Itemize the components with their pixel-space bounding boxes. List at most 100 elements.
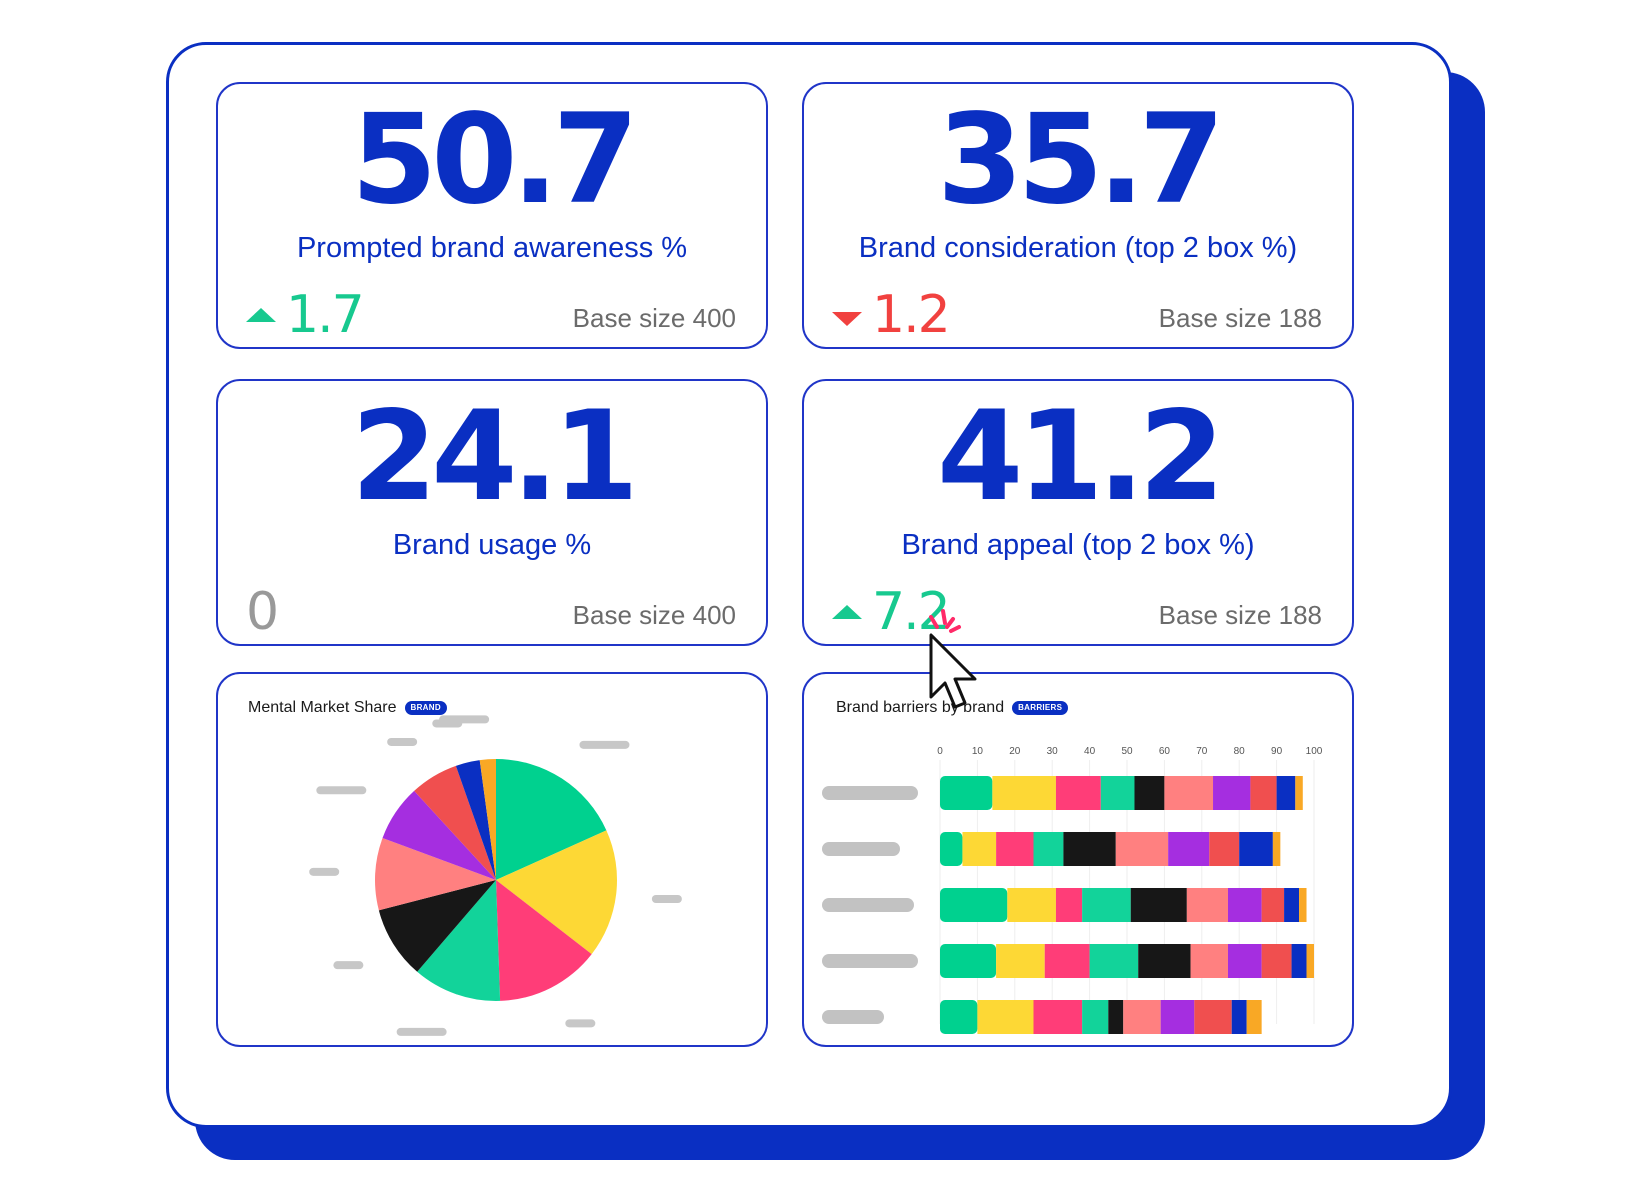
bar-segment	[1063, 832, 1116, 866]
bar-segment	[996, 944, 1045, 978]
bar-segment	[1295, 776, 1303, 810]
kpi-delta: 1.2	[832, 285, 951, 345]
stacked-bar-chart: 0 10 20 30 40 50 60 70 80 90 100	[822, 746, 1323, 1034]
pie-label-placeholder	[565, 1019, 596, 1028]
pie-slice	[496, 880, 592, 1001]
pie-slice	[479, 759, 496, 880]
kpi-delta: 1.7	[246, 289, 365, 341]
kpi-label: Prompted brand awareness %	[296, 232, 688, 264]
pie-label-placeholder	[439, 715, 490, 724]
x-tick-label: 60	[1159, 746, 1171, 757]
pie-slice	[417, 880, 501, 1001]
x-tick-label: 70	[1196, 746, 1208, 757]
chart-badge: BRAND	[404, 701, 447, 715]
bar-segment	[1276, 776, 1296, 810]
bar-segment	[1033, 832, 1064, 866]
bar-segment	[1261, 944, 1292, 978]
chart-badge: BARRIERS	[1012, 701, 1069, 715]
bar-segment	[962, 832, 997, 866]
bar-segment	[1213, 776, 1251, 810]
kpi-delta-value: 0	[246, 582, 279, 642]
bar-segment	[1231, 1000, 1247, 1034]
bar-segment	[1190, 944, 1228, 978]
bar-segment	[940, 944, 997, 978]
x-tick-label: 80	[1234, 746, 1246, 757]
mouse-pointer-icon	[929, 633, 977, 709]
bar-segment	[1160, 1000, 1195, 1034]
pie-label-placeholder	[651, 894, 682, 903]
bar-segment	[1007, 888, 1056, 922]
kpi-value: 35.7	[937, 88, 1225, 232]
x-tick-label: 100	[1306, 746, 1323, 757]
kpi-value: 24.1	[351, 385, 639, 529]
x-tick-label: 40	[1084, 746, 1096, 757]
kpi-value: 41.2	[937, 385, 1225, 529]
kpi-card-appeal[interactable]: 41.2 Brand appeal (top 2 box %) 7.2 Base…	[802, 379, 1354, 646]
chart-card-mental-market-share[interactable]: Mental Market Share BRAND	[216, 672, 768, 1047]
pie-label-placeholder	[387, 737, 418, 746]
bar-segment	[1246, 1000, 1262, 1034]
x-tick-label: 0	[937, 746, 943, 757]
bar-segment	[1082, 1000, 1109, 1034]
kpi-delta-value: 7.2	[872, 582, 951, 642]
kpi-card-consideration[interactable]: 35.7 Brand consideration (top 2 box %) 1…	[802, 82, 1354, 349]
pie-slice	[496, 759, 607, 880]
bar-segment	[940, 1000, 978, 1034]
pie-slice	[414, 765, 496, 880]
pie-label-placeholder	[309, 867, 340, 876]
pie-label-placeholder	[396, 1027, 447, 1036]
kpi-base-size: Base size 188	[1158, 303, 1322, 333]
row-label-placeholder	[822, 954, 918, 968]
chart-title: Mental Market Share BRAND	[248, 700, 447, 716]
bar-segment	[1089, 944, 1139, 978]
bar-segment	[1082, 888, 1131, 922]
bar-segment	[1306, 944, 1314, 978]
bar-segment	[1186, 888, 1228, 922]
bar-segment	[1272, 832, 1281, 866]
bar-segment	[992, 776, 1056, 810]
bar-segment	[1130, 888, 1187, 922]
bar-segment	[1291, 944, 1307, 978]
bar-segment	[977, 1000, 1034, 1034]
chart-title-text: Mental Market Share	[248, 699, 397, 716]
pie-label-placeholder	[333, 961, 364, 970]
pie-slice	[375, 837, 496, 911]
bar-segment	[1108, 1000, 1124, 1034]
triangle-up-icon	[246, 308, 276, 322]
kpi-base-size: Base size 400	[572, 600, 736, 630]
x-tick-label: 30	[1047, 746, 1059, 757]
x-tick-label: 90	[1271, 746, 1283, 757]
bar-segment	[940, 888, 1008, 922]
row-label-placeholder	[822, 1010, 884, 1024]
chart-card-brand-barriers[interactable]: Brand barriers by brand BARRIERS 0 10 20 30…	[802, 672, 1354, 1047]
bar-segment	[1194, 1000, 1232, 1034]
bar-segment	[940, 776, 993, 810]
kpi-delta: 7.2	[832, 582, 951, 642]
kpi-base-size: Base size 400	[572, 303, 736, 333]
bar-segment	[1138, 944, 1191, 978]
pie-label-placeholder	[316, 786, 367, 795]
x-tick-label: 50	[1121, 746, 1133, 757]
bar-segment	[1227, 888, 1262, 922]
bar-segment	[1055, 776, 1101, 810]
bar-segment	[1239, 832, 1273, 866]
kpi-delta-value: 1.2	[872, 285, 951, 345]
click-sparks-icon	[929, 609, 961, 633]
bar-segment	[1115, 832, 1169, 866]
dashboard-panel: 50.7 Prompted brand awareness % 1.7 Base…	[166, 42, 1452, 1128]
kpi-label: Brand consideration (top 2 box %)	[858, 232, 1298, 264]
bar-segment	[940, 832, 963, 866]
kpi-card-awareness[interactable]: 50.7 Prompted brand awareness % 1.7 Base…	[216, 82, 768, 349]
triangle-down-icon	[832, 312, 862, 326]
pie-label-placeholder	[579, 740, 630, 749]
row-label-placeholder	[822, 842, 900, 856]
bar-segment	[1123, 1000, 1161, 1034]
kpi-label: Brand appeal (top 2 box %)	[901, 529, 1255, 561]
pie-slice	[378, 880, 496, 972]
kpi-card-usage[interactable]: 24.1 Brand usage % 0 Base size 400	[216, 379, 768, 646]
x-tick-label: 10	[972, 746, 984, 757]
bar-segment	[1134, 776, 1165, 810]
bar-segment	[1299, 888, 1307, 922]
bar-segment	[1100, 776, 1135, 810]
bar-segment	[1033, 1000, 1083, 1034]
